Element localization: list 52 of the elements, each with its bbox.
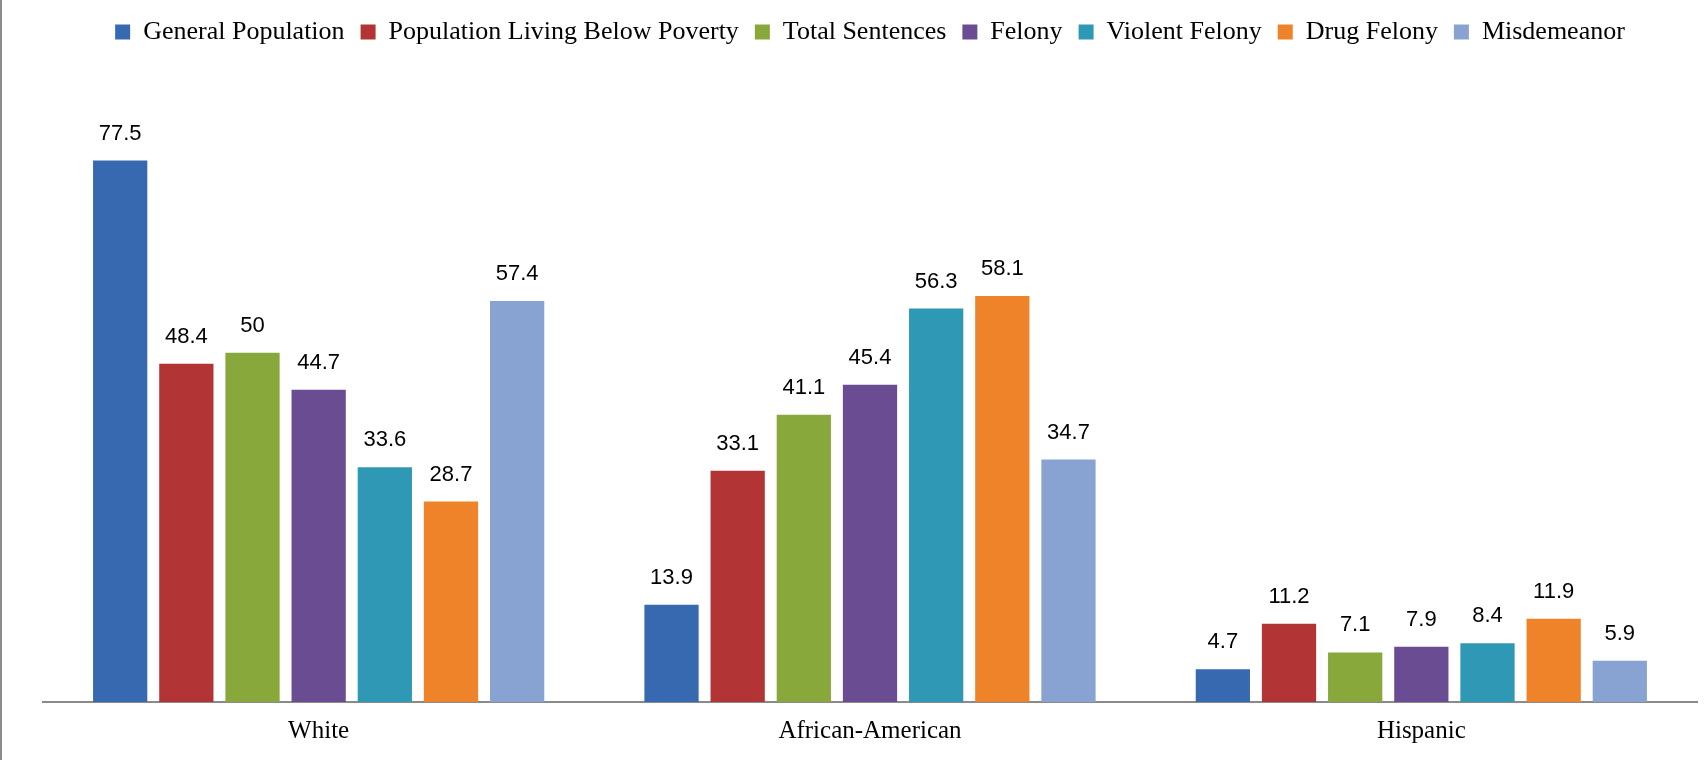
data-label: 4.7 bbox=[1207, 628, 1239, 654]
bar bbox=[159, 363, 214, 702]
bar bbox=[1261, 623, 1317, 702]
bar bbox=[1041, 459, 1096, 702]
x-tick-label: African-American bbox=[778, 715, 963, 743]
data-label: 77.5 bbox=[98, 119, 142, 145]
bar bbox=[776, 414, 831, 702]
legend-label: Population Living Below Poverty bbox=[388, 15, 739, 45]
data-label: 7.1 bbox=[1339, 611, 1371, 637]
legend-label: Drug Felony bbox=[1305, 15, 1438, 45]
bar bbox=[1526, 618, 1581, 702]
x-tick-label: White bbox=[288, 715, 350, 743]
legend-label: Misdemeanor bbox=[1481, 15, 1626, 45]
bar bbox=[1592, 660, 1647, 702]
bar bbox=[1328, 652, 1383, 702]
legend-label: General Population bbox=[143, 15, 345, 45]
legend-label: Total Sentences bbox=[782, 15, 947, 45]
data-label: 50 bbox=[240, 311, 265, 337]
data-label: 8.4 bbox=[1472, 602, 1503, 628]
data-label: 33.1 bbox=[716, 429, 760, 455]
data-label: 57.4 bbox=[495, 259, 539, 285]
data-label: 34.7 bbox=[1047, 418, 1090, 444]
data-label: 11.9 bbox=[1533, 577, 1575, 603]
bar bbox=[975, 296, 1030, 702]
data-label: 33.6 bbox=[363, 426, 407, 452]
bar bbox=[842, 384, 898, 702]
data-label: 58.1 bbox=[980, 255, 1024, 281]
data-label: 13.9 bbox=[650, 563, 693, 589]
bar bbox=[1394, 646, 1449, 702]
bar bbox=[1460, 643, 1515, 702]
data-label: 7.9 bbox=[1406, 605, 1437, 631]
bar bbox=[710, 470, 765, 702]
bar bbox=[291, 389, 346, 702]
data-label: 41.1 bbox=[782, 373, 826, 399]
legend-label: Felony bbox=[990, 15, 1063, 45]
bar bbox=[423, 501, 479, 702]
legend-label: Violent Felony bbox=[1106, 15, 1262, 45]
bar bbox=[357, 467, 412, 702]
x-tick-label: Hispanic bbox=[1376, 715, 1466, 743]
data-label: 48.4 bbox=[164, 322, 208, 348]
data-label: 11.2 bbox=[1268, 582, 1310, 608]
data-label: 45.4 bbox=[848, 343, 892, 369]
bar bbox=[909, 308, 964, 702]
bar bbox=[93, 160, 148, 702]
bar bbox=[1195, 669, 1250, 702]
data-label: 56.3 bbox=[914, 267, 958, 293]
data-label: 5.9 bbox=[1604, 619, 1636, 645]
bar bbox=[644, 604, 699, 702]
data-label: 28.7 bbox=[429, 460, 473, 486]
bar bbox=[490, 300, 545, 702]
bar bbox=[225, 352, 280, 702]
data-label: 44.7 bbox=[297, 348, 341, 374]
